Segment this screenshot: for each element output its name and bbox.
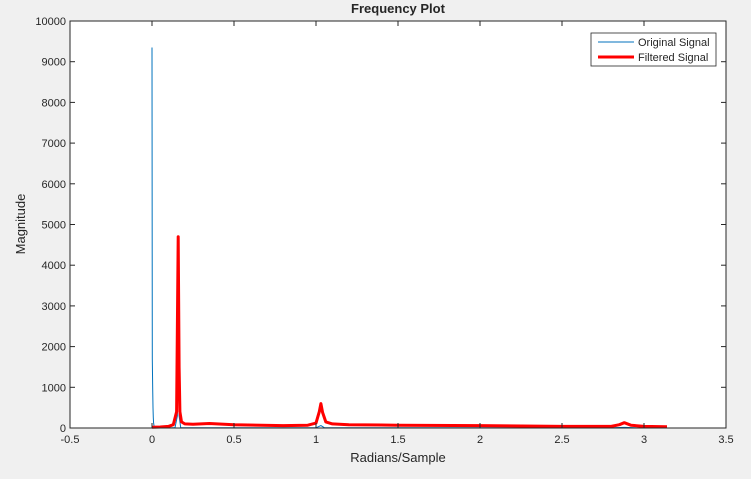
y-tick-label: 10000 — [35, 16, 66, 28]
y-tick-label: 3000 — [42, 301, 66, 313]
x-axis-label: Radians/Sample — [350, 450, 445, 465]
y-tick-label: 5000 — [42, 220, 66, 232]
x-tick-label: 2 — [477, 434, 483, 446]
legend-label-original: Original Signal — [638, 37, 710, 49]
legend-label-filtered: Filtered Signal — [638, 52, 708, 64]
x-tick-label: 1.5 — [390, 434, 405, 446]
x-tick-label: 3 — [641, 434, 647, 446]
x-tick-label: -0.5 — [61, 434, 80, 446]
x-tick-label: 3.5 — [718, 434, 733, 446]
y-tick-label: 8000 — [42, 97, 66, 109]
y-tick-label: 6000 — [42, 179, 66, 191]
y-tick-label: 9000 — [42, 57, 66, 69]
series-line-filtered-signal — [151, 235, 668, 429]
chart-title: Frequency Plot — [351, 1, 446, 16]
x-tick-label: 0.5 — [226, 434, 241, 446]
legend-box — [590, 32, 717, 67]
axis-ticks: -0.5 0 0.5 1 1.5 2 2.5 3 3.501000200030004000500… — [35, 16, 733, 446]
y-axis-label: Magnitude — [13, 194, 28, 255]
x-tick-label: 1 — [313, 434, 319, 446]
x-tick-label: 0 — [149, 434, 155, 446]
y-tick-label: 2000 — [42, 342, 66, 354]
y-tick-label: 7000 — [42, 138, 66, 150]
y-tick-label: 0 — [60, 423, 66, 435]
y-tick-label: 4000 — [42, 260, 66, 272]
legend: Original Signal Filtered Signal — [590, 32, 717, 67]
axes-background — [70, 21, 726, 428]
y-tick-label: 1000 — [42, 382, 66, 394]
x-tick-label: 2.5 — [554, 434, 569, 446]
